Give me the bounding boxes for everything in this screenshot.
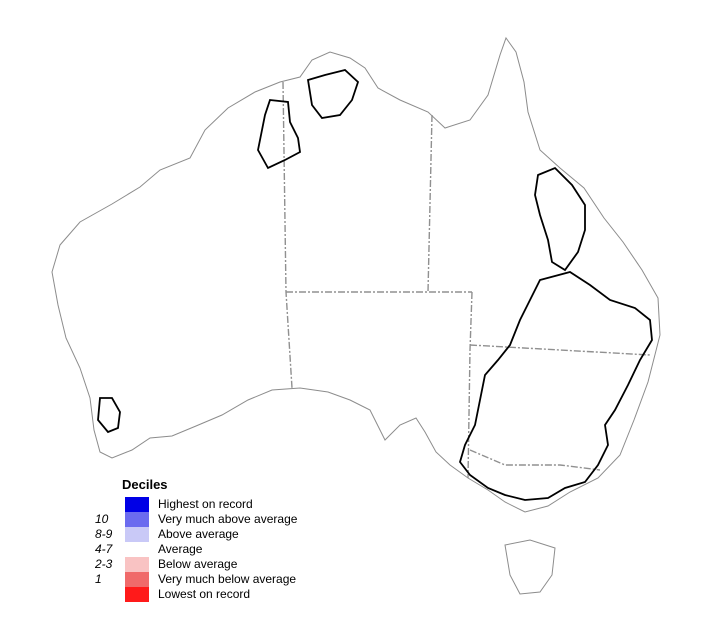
basin-outlines bbox=[97, 69, 653, 501]
legend-swatch bbox=[125, 572, 149, 587]
legend-range: 1 bbox=[95, 572, 102, 586]
legend: Deciles Highest on record 10 Very much a… bbox=[95, 477, 355, 607]
legend-label: Very much above average bbox=[158, 512, 298, 526]
legend-swatch bbox=[125, 497, 149, 512]
legend-item-average: 4-7 Average bbox=[95, 542, 355, 557]
legend-range: 4-7 bbox=[95, 542, 113, 556]
legend-swatch bbox=[125, 557, 149, 572]
legend-label: Below average bbox=[158, 557, 238, 571]
legend-label: Highest on record bbox=[158, 497, 253, 511]
legend-range: 10 bbox=[95, 512, 109, 526]
legend-item-highest: Highest on record bbox=[95, 497, 355, 512]
legend-range: 8-9 bbox=[95, 527, 113, 541]
legend-label: Average bbox=[158, 542, 203, 556]
legend-item-lowest: Lowest on record bbox=[95, 587, 355, 602]
legend-item-above: 8-9 Above average bbox=[95, 527, 355, 542]
state-borders bbox=[282, 81, 651, 479]
legend-label: Lowest on record bbox=[158, 587, 251, 601]
legend-item-below: 2-3 Below average bbox=[95, 557, 355, 572]
legend-title: Deciles bbox=[122, 477, 168, 492]
legend-label: Above average bbox=[158, 527, 239, 541]
legend-swatch bbox=[125, 527, 149, 542]
legend-item-very-much-below: 1 Very much below average bbox=[95, 572, 355, 587]
legend-swatch bbox=[125, 512, 149, 527]
legend-item-very-much-above: 10 Very much above average bbox=[95, 512, 355, 527]
legend-label: Very much below average bbox=[158, 572, 297, 586]
legend-swatch bbox=[125, 587, 149, 602]
legend-range: 2-3 bbox=[95, 557, 113, 571]
legend-swatch bbox=[125, 542, 149, 557]
